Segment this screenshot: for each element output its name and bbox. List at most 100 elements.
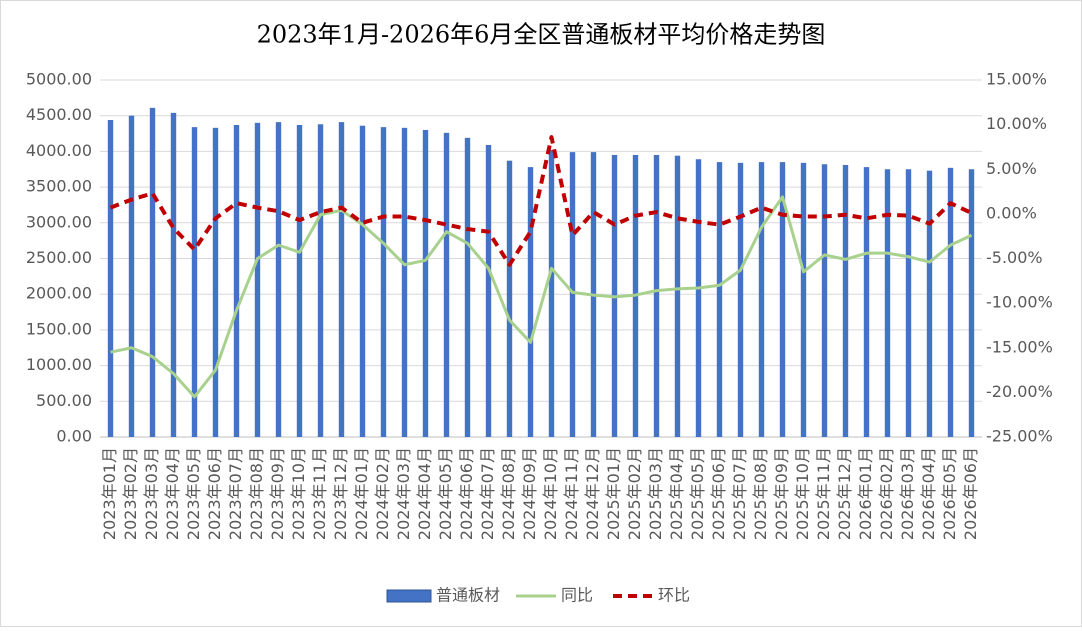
y-tick-label: 500.00 — [36, 391, 92, 410]
bar — [926, 170, 933, 438]
x-tick-label: 2026年06月 — [961, 447, 980, 540]
chart-title: 2023年1月-2026年6月全区普通板材平均价格走势图 — [257, 21, 826, 49]
x-tick-label: 2023年08月 — [247, 447, 266, 540]
bar — [149, 107, 156, 437]
bar — [233, 124, 240, 438]
y2-tick-label: -15.00% — [986, 337, 1053, 356]
x-tick-label: 2024年05月 — [436, 447, 455, 540]
x-tick-label: 2024年11月 — [562, 447, 581, 540]
bar — [737, 162, 744, 437]
y2-tick-label: 15.00% — [986, 70, 1047, 89]
bar — [905, 169, 912, 437]
y2-tick-label: 0.00% — [986, 203, 1037, 222]
x-tick-label: 2023年01月 — [100, 447, 119, 540]
line-series — [110, 195, 973, 399]
x-tick-label: 2025年05月 — [688, 447, 707, 540]
bar — [653, 154, 660, 437]
x-tick-label: 2026年05月 — [940, 447, 959, 540]
x-tick-label: 2023年09月 — [268, 447, 287, 540]
y2-tick-label: 10.00% — [986, 114, 1047, 133]
bar — [884, 169, 891, 437]
bar — [716, 162, 723, 438]
x-tick-label: 2023年03月 — [142, 447, 161, 540]
x-tick-label: 2025年08月 — [751, 447, 770, 540]
legend-label: 同比 — [561, 586, 593, 605]
y2-tick-label: -5.00% — [986, 248, 1043, 267]
y-tick-label: 1500.00 — [26, 319, 92, 338]
x-tick-label: 2025年10月 — [793, 447, 812, 540]
bar — [422, 129, 429, 438]
x-tick-label: 2024年03月 — [394, 447, 413, 540]
y-tick-label: 2000.00 — [26, 284, 92, 303]
x-tick-label: 2024年08月 — [499, 447, 518, 540]
x-tick-label: 2025年04月 — [667, 447, 686, 540]
x-tick-label: 2024年10月 — [541, 447, 560, 540]
bar — [212, 127, 219, 437]
y2-tick-label: -20.00% — [986, 382, 1053, 401]
bar — [317, 124, 324, 437]
x-tick-label: 2026年04月 — [919, 447, 938, 540]
x-tick-label: 2023年04月 — [163, 447, 182, 540]
x-tick-label: 2024年09月 — [520, 447, 539, 540]
bar — [821, 164, 828, 437]
bar — [842, 164, 849, 437]
x-tick-label: 2024年12月 — [583, 447, 602, 540]
y-tick-label: 2500.00 — [26, 248, 92, 267]
bar — [548, 149, 555, 438]
bar — [359, 125, 366, 438]
bar — [170, 112, 177, 438]
x-tick-label: 2025年01月 — [604, 447, 623, 540]
bar — [275, 122, 282, 437]
x-tick-label: 2026年01月 — [856, 447, 875, 540]
bar — [485, 144, 492, 437]
bar — [695, 159, 702, 437]
y-tick-label: 5000.00 — [26, 70, 92, 89]
bar — [296, 124, 303, 438]
bar — [968, 169, 975, 437]
x-tick-label: 2024年06月 — [457, 447, 476, 540]
legend-swatch — [386, 589, 432, 603]
y-tick-label: 3500.00 — [26, 177, 92, 196]
bar — [191, 127, 198, 438]
bar — [443, 132, 450, 437]
bar — [128, 115, 135, 437]
x-tick-label: 2025年09月 — [772, 447, 791, 540]
y-tick-label: 3000.00 — [26, 212, 92, 231]
bar — [464, 137, 471, 438]
x-tick-label: 2024年07月 — [478, 447, 497, 540]
y-tick-label: 4500.00 — [26, 105, 92, 124]
y2-tick-label: 5.00% — [986, 159, 1037, 178]
y2-tick-label: -25.00% — [986, 427, 1053, 446]
x-tick-label: 2025年02月 — [625, 447, 644, 540]
bar — [254, 122, 261, 437]
x-tick-label: 2025年11月 — [814, 447, 833, 540]
x-tick-label: 2024年04月 — [415, 447, 434, 540]
y-tick-label: 0.00 — [56, 427, 92, 446]
legend-label: 普通板材 — [436, 586, 500, 605]
bar — [947, 167, 954, 437]
x-tick-label: 2025年06月 — [709, 447, 728, 540]
legend-label: 环比 — [658, 586, 690, 605]
x-tick-label: 2023年10月 — [289, 447, 308, 540]
y-tick-label: 1000.00 — [26, 355, 92, 374]
y-tick-label: 4000.00 — [26, 141, 92, 160]
x-tick-label: 2023年07月 — [226, 447, 245, 540]
x-tick-label: 2023年12月 — [331, 447, 350, 540]
x-tick-label: 2026年03月 — [898, 447, 917, 540]
x-tick-label: 2023年02月 — [121, 447, 140, 540]
bar — [380, 127, 387, 438]
bar — [506, 160, 513, 437]
x-tick-label: 2024年01月 — [352, 447, 371, 540]
bar — [779, 162, 786, 438]
x-tick-label: 2025年12月 — [835, 447, 854, 540]
bar — [800, 162, 807, 437]
x-tick-label: 2025年07月 — [730, 447, 749, 540]
x-tick-label: 2025年03月 — [646, 447, 665, 540]
y2-tick-label: -10.00% — [986, 293, 1053, 312]
bar — [758, 162, 765, 438]
x-tick-label: 2023年11月 — [310, 447, 329, 540]
bar — [107, 119, 114, 437]
x-tick-label: 2026年02月 — [877, 447, 896, 540]
